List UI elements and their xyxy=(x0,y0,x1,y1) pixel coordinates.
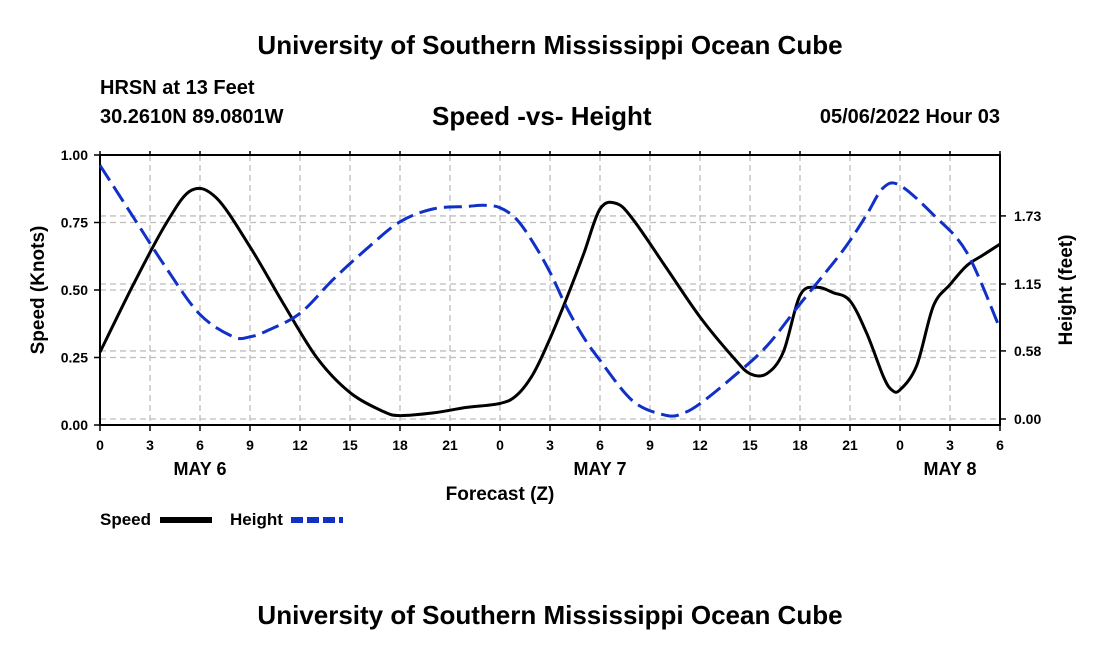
x-tick-label: 9 xyxy=(646,437,654,453)
legend-height-label: Height xyxy=(230,510,283,529)
footer-title: University of Southern Mississippi Ocean… xyxy=(257,600,843,630)
grid xyxy=(100,155,1000,425)
y-right-tick-label: 0.00 xyxy=(1014,411,1041,427)
y-left-tick-label: 0.25 xyxy=(61,350,88,366)
y-right-axis-title: Height (feet) xyxy=(1056,235,1077,346)
main-title: University of Southern Mississippi Ocean… xyxy=(257,30,843,60)
x-tick-label: 0 xyxy=(496,437,504,453)
y-left-tick-label: 0.00 xyxy=(61,417,88,433)
y-left-tick-label: 0.75 xyxy=(61,215,88,231)
y-left-tick-label: 0.50 xyxy=(61,282,88,298)
chart-title: Speed -vs- Height xyxy=(432,101,652,131)
station-label: HRSN at 13 Feet xyxy=(100,77,255,99)
x-tick-label: 6 xyxy=(996,437,1004,453)
x-tick-label: 0 xyxy=(96,437,104,453)
ticks xyxy=(94,151,1006,431)
date-label: MAY 6 xyxy=(173,459,226,479)
date-label: MAY 8 xyxy=(923,459,976,479)
legend-speed-label: Speed xyxy=(100,510,151,529)
labels: 0 3 6 9 12 15 18 21 0 3 6 9 12 15 18 21 0 3 6 0.00 0.25 0.50 0… xyxy=(61,147,1042,479)
x-tick-label: 15 xyxy=(742,437,758,453)
x-tick-label: 3 xyxy=(946,437,954,453)
series-line-speed xyxy=(98,186,1001,418)
x-tick-label: 3 xyxy=(146,437,154,453)
x-tick-label: 21 xyxy=(442,437,458,453)
x-tick-label: 21 xyxy=(842,437,858,453)
series-line-height xyxy=(98,164,1002,418)
x-tick-label: 0 xyxy=(896,437,904,453)
x-tick-label: 12 xyxy=(292,437,308,453)
x-tick-label: 15 xyxy=(342,437,358,453)
legend: Speed Height xyxy=(100,510,343,529)
y-right-tick-label: 1.15 xyxy=(1014,276,1041,292)
x-tick-label: 6 xyxy=(596,437,604,453)
x-tick-label: 6 xyxy=(196,437,204,453)
x-tick-label: 18 xyxy=(392,437,408,453)
x-tick-label: 3 xyxy=(546,437,554,453)
x-axis-title: Forecast (Z) xyxy=(446,484,555,505)
x-tick-label: 9 xyxy=(246,437,254,453)
y-right-tick-label: 1.73 xyxy=(1014,208,1041,224)
y-left-tick-label: 1.00 xyxy=(61,147,88,163)
date-label: MAY 7 xyxy=(573,459,626,479)
series xyxy=(98,164,1002,418)
timestamp-label: 05/06/2022 Hour 03 xyxy=(819,106,1000,128)
y-right-tick-label: 0.58 xyxy=(1014,343,1041,359)
coordinates-label: 30.2610N 89.0801W xyxy=(100,106,284,128)
x-tick-label: 12 xyxy=(692,437,708,453)
y-left-axis-title: Speed (Knots) xyxy=(28,226,49,355)
x-tick-label: 18 xyxy=(792,437,808,453)
